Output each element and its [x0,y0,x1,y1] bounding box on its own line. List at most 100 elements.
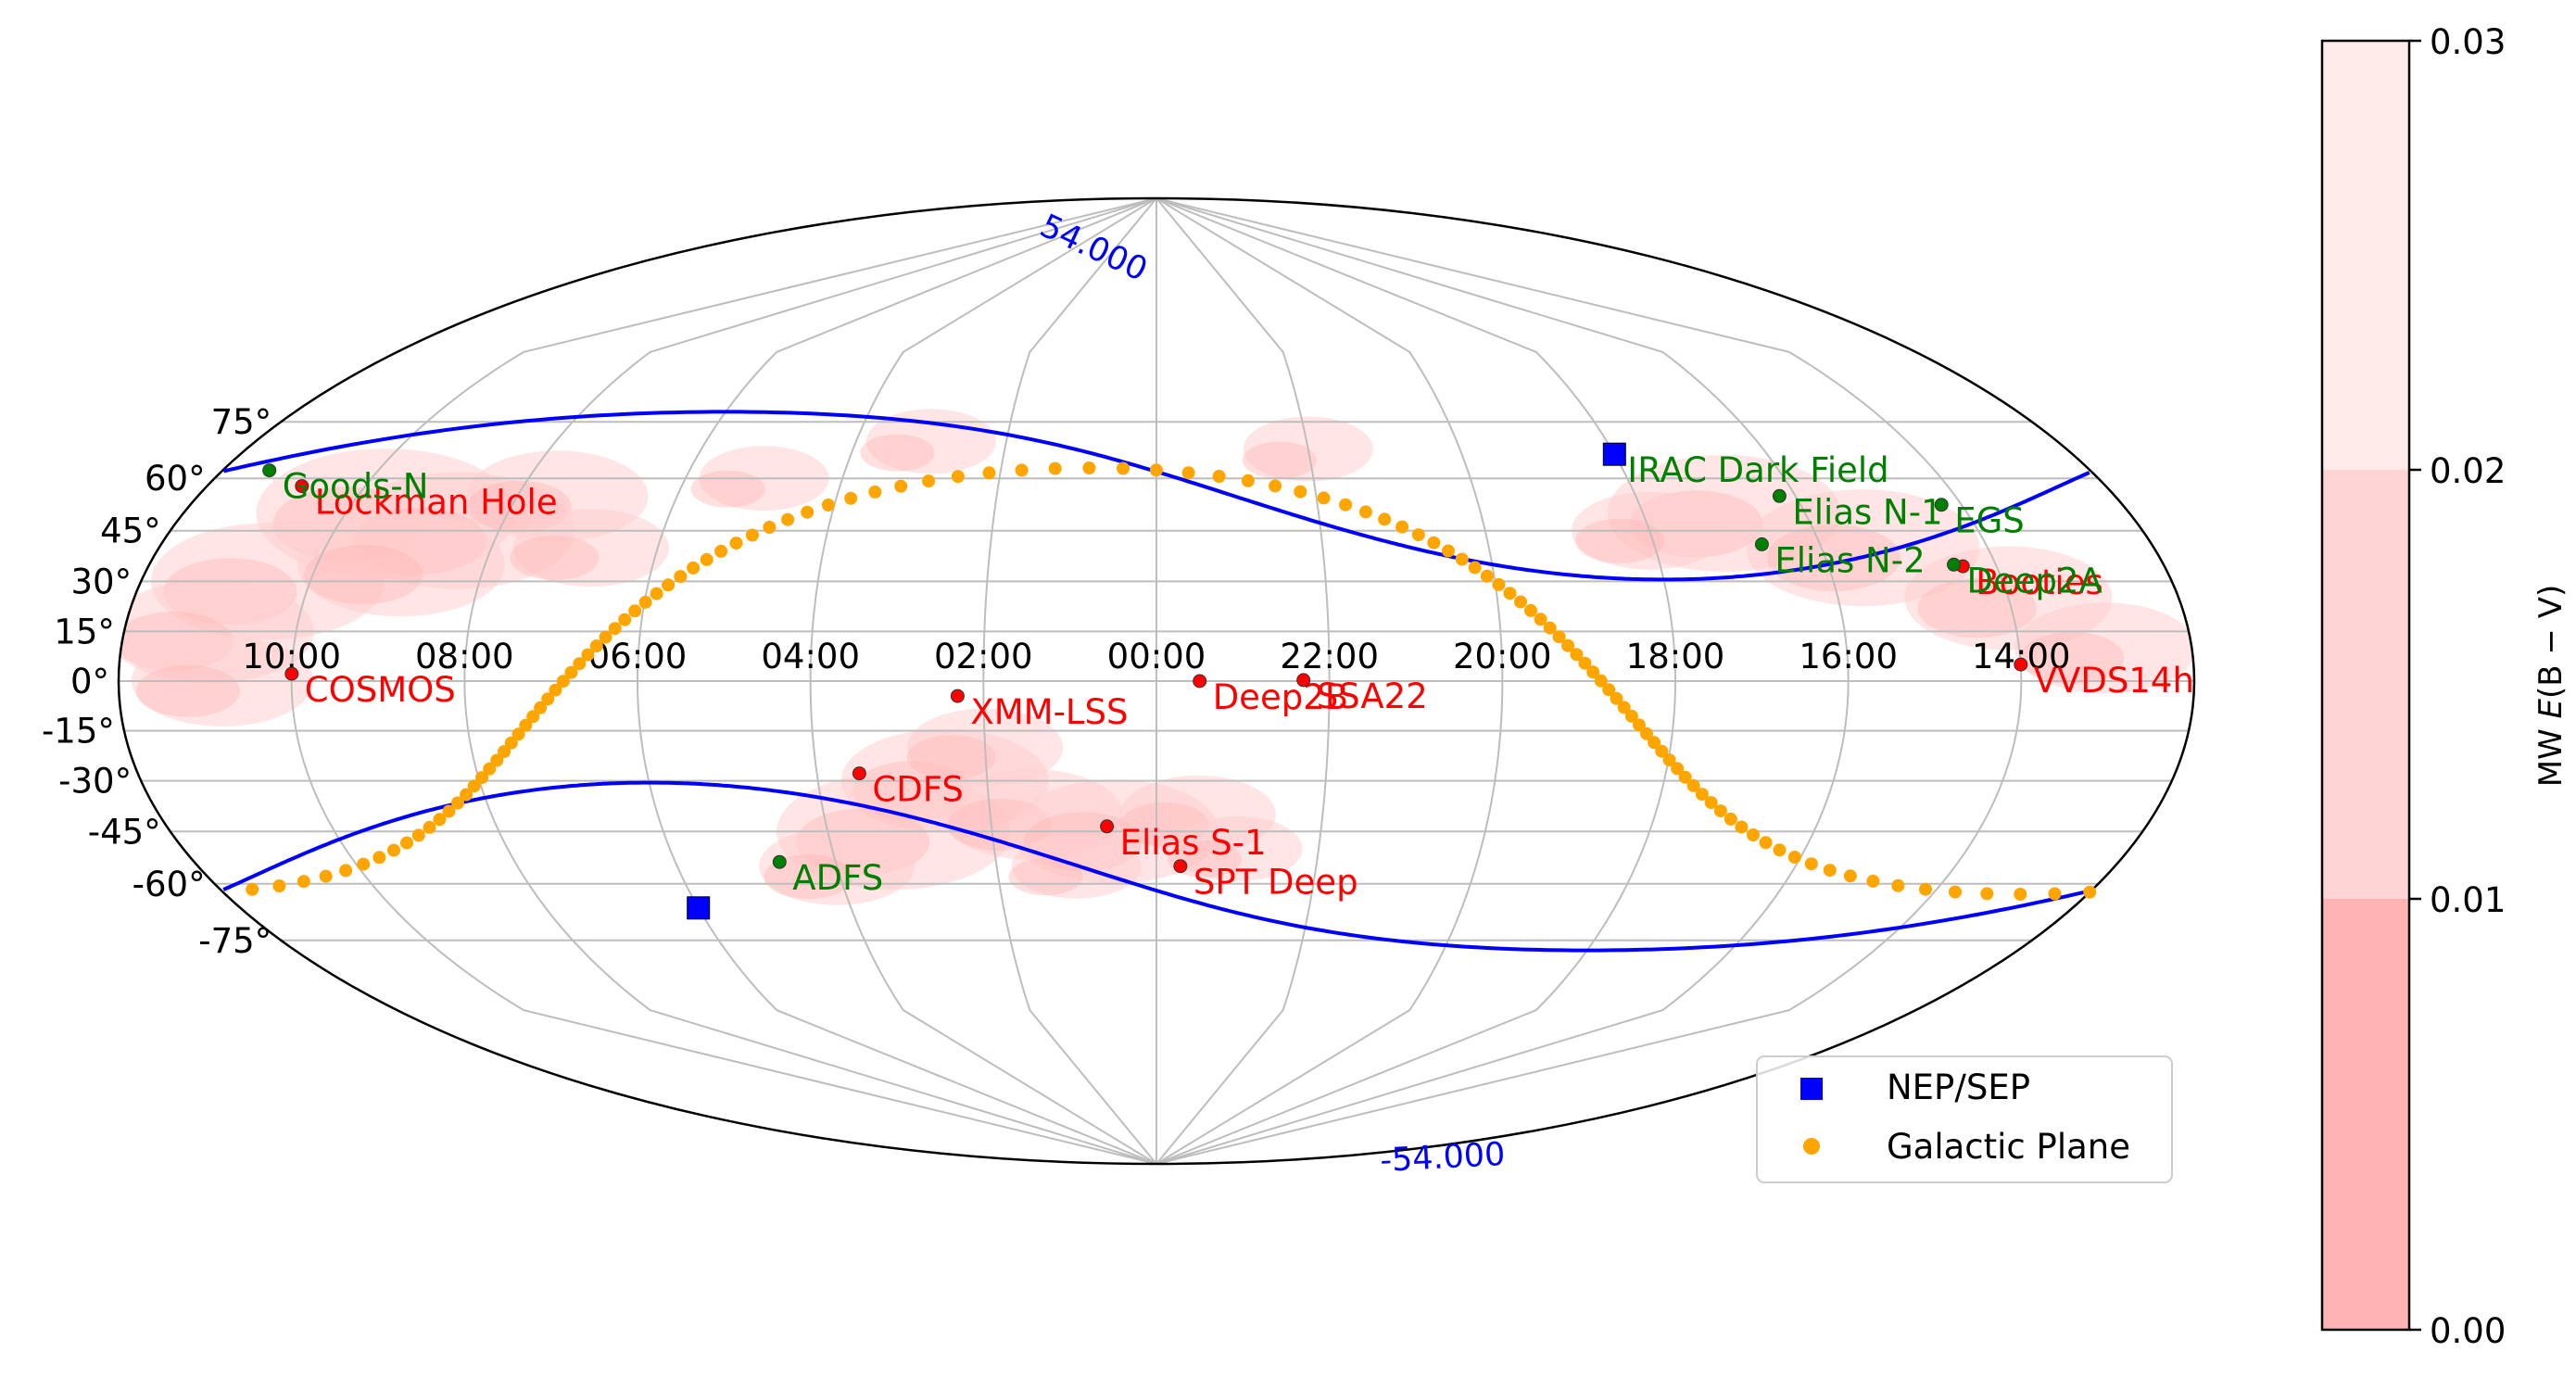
galactic-plane-point [451,796,464,810]
galactic-plane-point [319,869,333,883]
dust-blob-dense [690,470,765,508]
red-field-marker [1173,859,1188,874]
galactic-plane-point [1294,485,1307,499]
coordinate-grid [119,198,2194,1164]
green-field-marker [1934,498,1949,512]
galactic-plane-point [357,857,371,871]
colorbar: 0.03 0.02 0.01 0.00 MW E(B − V) [2320,22,2570,1351]
galactic-plane-point [1724,812,1737,826]
galactic-plane-point [339,864,353,878]
galactic-plane-point [1648,736,1661,750]
galactic-plane-point [1514,595,1527,609]
galactic-plane-point [1442,544,1455,558]
galactic-plane-point [1949,885,1962,899]
galactic-plane-point [1594,674,1608,688]
galactic-plane-point [1602,683,1616,697]
dust-blob [865,409,996,474]
green-field-label: EGS [1954,501,2025,541]
ra-tick-label: 20:00 [1453,637,1552,676]
galactic-plane-point [411,828,425,842]
red-field-label: XMM-LSS [970,692,1128,732]
green-field-marker [1754,537,1769,551]
ra-tick-label: 22:00 [1280,637,1379,676]
galactic-plane-point [297,875,310,889]
galactic-plane-point [1655,744,1669,758]
green-field-marker [772,854,787,869]
colorbar-frame [2320,39,2411,1332]
galactic-plane-point [1804,857,1818,871]
galactic-plane-point [1586,665,1600,679]
galactic-plane-point [1671,762,1685,776]
red-field-marker [2014,657,2028,672]
dust-blob-dense [1242,441,1317,479]
galactic-plane-point [982,466,996,480]
galactic-plane-point [1212,470,1226,483]
galactic-plane-point [714,544,728,558]
galactic-plane-point [1678,770,1692,784]
galactic-plane-point [1492,577,1506,591]
dec-tick-label: 75° [211,402,272,442]
colorbar-tick-label: 0.03 [2430,22,2506,62]
dust-blob-dense [1767,524,1900,591]
galactic-plane-point [1759,836,1773,850]
colorbar-tick-label: 0.00 [2430,1311,2506,1351]
galactic-plane-point [460,788,474,802]
galactic-plane-point [246,882,259,896]
dec-tick-label: 60° [145,459,206,499]
dec-tick-label: 30° [71,562,133,601]
galactic-plane-point [1048,461,1062,475]
galactic-plane-point [1358,505,1372,519]
colorbar-level-1 [2322,470,2409,899]
red-field-marker [1296,673,1311,688]
galactic-plane-point [556,675,570,688]
galactic-plane-point [2048,887,2062,901]
dec-tick-label: -75° [198,921,271,961]
galactic-plane-point [894,479,908,493]
galactic-plane-point [534,701,548,714]
galactic-plane-point [638,595,652,609]
red-field-label: SSA22 [1317,676,1428,716]
galactic-plane-point [272,879,286,892]
green-field-label: Deep2A [1967,561,2102,600]
legend-galactic-label: Galactic Plane [1887,1127,2130,1167]
dust-blob-dense [2020,632,2125,684]
galactic-plane-point [618,613,632,626]
galactic-plane-point [650,587,663,600]
green-field-label: ADFS [792,858,883,898]
red-field-label: Lockman Hole [315,483,558,523]
galactic-plane-point [400,836,413,850]
red-field-label: CDFS [872,770,963,810]
colorbar-level-0 [2322,899,2409,1330]
ecliptic-contour-south [222,780,2090,953]
galactic-plane-point [1713,804,1727,818]
galactic-plane-point [729,537,743,550]
ra-tick-label: 16:00 [1799,637,1898,676]
galactic-plane-point [1640,726,1653,740]
galactic-plane-point [373,851,386,865]
galactic-plane-point [581,648,595,662]
contour-label-south: -54.000 [1379,1136,1506,1180]
red-field-marker [284,666,299,681]
galactic-plane-point [1082,461,1096,474]
red-field-label: VVDS14h [2034,661,2194,701]
dust-blob-dense [135,664,240,717]
galactic-plane-point [1117,461,1130,475]
galactic-plane-point [1747,828,1760,841]
galactic-plane-point [1427,536,1441,550]
galactic-plane-point [1624,709,1638,723]
galactic-plane-point [1480,569,1494,583]
legend: NEP/SEP Galactic Plane [1756,1055,2173,1183]
galactic-plane-point [599,630,612,644]
galactic-plane-point [844,491,858,505]
dec-tick-labels: 75°60° 45° 30° 15° 0° -15° -30° -45° -60° -75° [42,402,271,961]
nep-sep-marker [687,896,711,920]
green-field-marker [1772,488,1787,503]
dec-tick-label: 45° [100,512,161,551]
dust-blob [513,509,669,587]
galactic-plane-point [1181,466,1195,480]
galactic-plane-point [423,820,436,834]
dust-blob-dense [304,545,423,605]
galactic-plane-point [1015,463,1029,477]
dust-blob [1172,815,1303,881]
dust-blob-dense [906,735,996,780]
